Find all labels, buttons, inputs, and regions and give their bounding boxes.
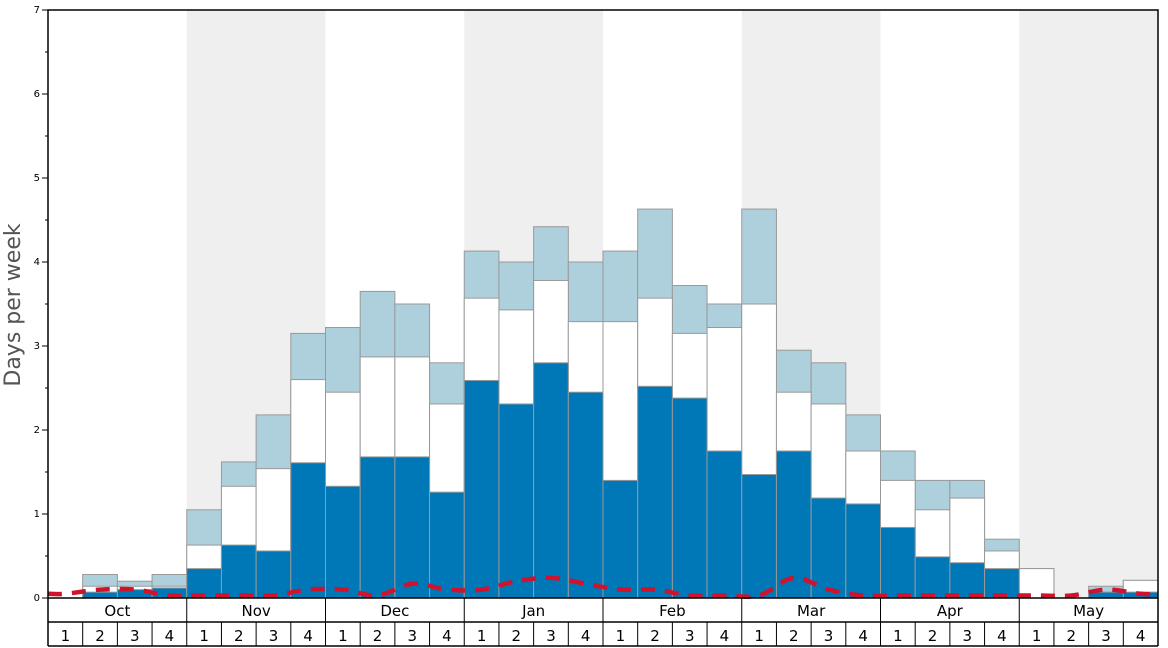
y-tick-label-1: 1 — [34, 509, 40, 520]
week-label-dec-4: 4 — [442, 627, 452, 645]
y-tick-label-6: 6 — [34, 89, 40, 100]
week-label-oct-2: 2 — [95, 627, 105, 645]
bar-s2-9 — [359, 456, 396, 599]
bar-s2-8 — [325, 485, 361, 599]
week-label-dec-2: 2 — [373, 627, 383, 645]
bar-s2-14 — [533, 362, 569, 599]
y-tick-label-0: 0 — [34, 593, 40, 604]
week-label-oct-4: 4 — [165, 627, 175, 645]
month-label-jan: Jan — [521, 602, 545, 620]
dashed-series-line — [47, 575, 1159, 600]
week-label-apr-2: 2 — [928, 627, 938, 645]
month-label-nov: Nov — [241, 602, 270, 620]
bar-s2-21 — [775, 450, 812, 599]
month-label-may: May — [1073, 602, 1104, 620]
bar-s2-12 — [463, 379, 500, 599]
week-label-mar-4: 4 — [858, 627, 868, 645]
week-label-oct-1: 1 — [61, 627, 71, 645]
bar-s2-5 — [220, 544, 257, 599]
y-axis: 0 1 2 3 4 5 6 7 — [34, 5, 48, 604]
week-label-jan-4: 4 — [581, 627, 591, 645]
week-label-may-2: 2 — [1067, 627, 1077, 645]
bar-s2-20 — [741, 474, 777, 599]
week-label-feb-3: 3 — [685, 627, 695, 645]
month-band-may — [1019, 10, 1158, 598]
bar-s2-13 — [498, 403, 535, 599]
bar-s2-27 — [984, 568, 1020, 599]
x-axis: Oct 1 2 3 4 Nov 1 2 3 4 Dec 1 2 3 4 Jan 1 2 3 4 Feb 1 2 3 4 Mar 1 2… — [47, 598, 1159, 647]
week-label-jan-1: 1 — [477, 627, 487, 645]
week-label-dec-1: 1 — [338, 627, 348, 645]
y-axis-label: Days per week — [1, 223, 26, 386]
bar-s2-24 — [880, 526, 916, 599]
bar-s2-22 — [810, 497, 847, 599]
week-label-nov-1: 1 — [199, 627, 209, 645]
week-label-dec-3: 3 — [407, 627, 417, 645]
week-label-oct-3: 3 — [130, 627, 140, 645]
bar-s2-7 — [290, 462, 326, 599]
week-label-apr-3: 3 — [962, 627, 972, 645]
week-label-nov-4: 4 — [303, 627, 313, 645]
week-label-feb-4: 4 — [720, 627, 730, 645]
bar-s2-18 — [671, 397, 708, 599]
bar-s2-26 — [949, 562, 986, 599]
bar-s2-19 — [706, 450, 743, 599]
week-label-apr-1: 1 — [893, 627, 903, 645]
month-label-oct: Oct — [104, 602, 130, 620]
bar-s2-1 — [82, 591, 118, 599]
bar-s2-10 — [394, 456, 431, 599]
week-label-nov-2: 2 — [234, 627, 244, 645]
y-tick-label-7: 7 — [34, 5, 40, 16]
bar-s2-23 — [845, 503, 881, 599]
bar-s2-17 — [637, 385, 673, 599]
week-label-jan-2: 2 — [512, 627, 522, 645]
dashed-series — [47, 575, 1159, 600]
week-label-jan-3: 3 — [546, 627, 556, 645]
week-label-may-4: 4 — [1136, 627, 1146, 645]
y-tick-label-3: 3 — [34, 341, 40, 352]
y-tick-label-2: 2 — [34, 425, 40, 436]
bar-s2-16 — [602, 479, 639, 599]
week-label-apr-4: 4 — [997, 627, 1007, 645]
month-label-feb: Feb — [659, 602, 686, 620]
week-label-nov-3: 3 — [269, 627, 279, 645]
week-label-mar-3: 3 — [824, 627, 834, 645]
week-label-feb-2: 2 — [650, 627, 660, 645]
y-tick-label-5: 5 — [34, 173, 40, 184]
week-label-mar-2: 2 — [789, 627, 799, 645]
bar-s2-25 — [914, 556, 951, 599]
bar-s2-4 — [186, 568, 222, 599]
y-tick-label-4: 4 — [34, 257, 40, 268]
bar-s2-11 — [429, 491, 465, 599]
bar-s1-28 — [1018, 568, 1055, 599]
week-label-mar-1: 1 — [754, 627, 764, 645]
bar-s2-6 — [255, 550, 292, 599]
week-label-may-3: 3 — [1101, 627, 1111, 645]
month-label-dec: Dec — [380, 602, 409, 620]
bar-s2-15 — [567, 391, 604, 599]
month-label-apr: Apr — [937, 602, 964, 620]
week-label-may-1: 1 — [1032, 627, 1042, 645]
week-label-feb-1: 1 — [616, 627, 626, 645]
month-label-mar: Mar — [797, 602, 826, 620]
